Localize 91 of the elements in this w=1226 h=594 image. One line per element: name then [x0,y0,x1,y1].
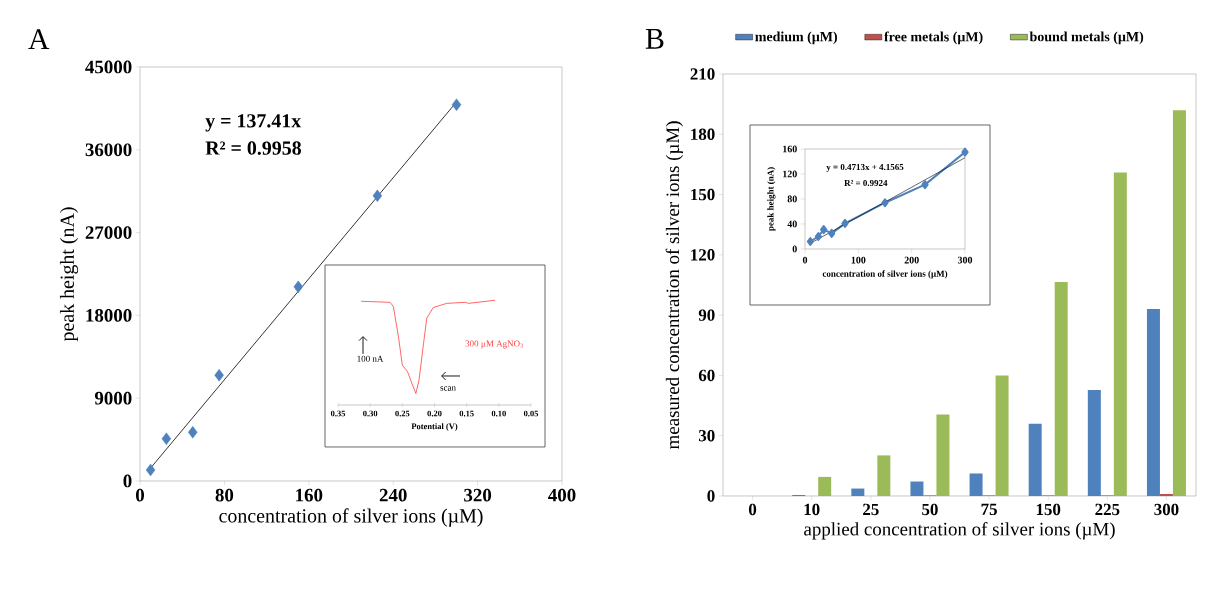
y-tick-label: 9000 [94,391,132,405]
point [828,228,836,238]
x-axis-title: Potential (V) [411,423,458,431]
x-tick-label: 160 [296,488,323,502]
x-axis-title: concentration of silver ions (µM) [219,508,483,527]
x-tick-label: 50 [922,503,938,516]
annotation: y = 137.41x [205,114,302,132]
y-tick-label: 27000 [85,226,132,239]
bar [1113,172,1127,496]
x-tick-label: 0.25 [395,410,410,417]
point [820,225,828,235]
annotation: 100 nA [357,355,384,362]
x-tick-label: 0.30 [363,410,378,417]
bar [910,481,924,496]
point [451,98,462,111]
point [806,236,814,246]
y-tick-label: 45000 [85,60,132,74]
y-tick-label: 90 [698,309,715,321]
x-tick-label: 0.05 [523,410,539,417]
annotation: scan [440,386,456,391]
y-tick-label: 36000 [85,143,132,157]
y-tick-label: 160 [783,145,797,153]
x-tick-label: 400 [548,488,576,502]
y-tick-label: 60 [698,369,715,382]
bar [1028,423,1042,496]
legend-label: free metals (µM) [884,31,983,45]
bar [1054,281,1068,496]
y-tick-label: 180 [691,128,715,140]
y-tick-label: 120 [783,170,797,178]
x-tick-label: 240 [379,488,407,502]
chart-title: A [28,29,50,49]
y-tick-label: 0 [792,245,797,253]
x-tick-label: 80 [215,488,234,502]
y-axis-title: peak height (nA) [767,167,776,232]
x-tick-label: 0.20 [427,410,442,417]
bar [1146,309,1160,496]
y-axis-title: measured concentration of silver ions (µM) [665,121,683,450]
y-tick-label: 150 [691,188,715,201]
legend-label: medium (µM) [755,31,837,45]
point [161,432,172,445]
bar [1172,110,1186,496]
bar [1159,493,1173,496]
y-tick-label: 30 [698,429,715,442]
y-tick-label: 120 [691,249,715,261]
point [188,426,198,439]
annotation: 300 µM AgNO$_{3}$ [465,340,523,349]
bar [936,414,950,496]
point [372,189,383,202]
x-tick-label: 0.10 [491,410,506,417]
x-tick-label: 10 [804,503,820,516]
x-axis-title: concentration of silver ions (µM) [822,270,948,279]
x-tick-label: 25 [863,503,879,516]
x-tick-label: 75 [981,503,997,516]
bar [969,473,983,496]
x-tick-label: 225 [1095,503,1120,516]
y-tick-label: 210 [690,68,715,80]
bar [877,455,891,496]
x-tick-label: 0 [136,488,145,502]
chart-title: B [645,29,664,49]
y-axis-title: peak height (nA) [59,207,79,342]
point [145,463,156,477]
x-tick-label: 320 [464,488,492,502]
point [293,280,303,294]
bar [851,488,865,496]
bar [995,375,1009,496]
bar [818,476,832,496]
y-tick-label: 80 [787,195,797,203]
point [881,198,889,208]
y-tick-label: 18000 [86,309,132,322]
point [841,218,849,228]
point [814,231,822,241]
point [921,180,929,190]
x-tick-label: 100 [851,256,866,264]
x-axis-title: applied concentration of silver ions (µM) [804,522,1115,540]
x-tick-label: 300 [957,256,973,264]
bar [1087,389,1101,496]
legend-label: bound metals (µM) [1029,31,1144,45]
x-tick-label: 0 [748,503,757,516]
annotation: y = 0.4713x + 4.1565 [826,164,904,172]
annotation: R² = 0.9924 [844,179,888,187]
x-tick-label: 0.35 [330,410,346,417]
y-tick-label: 40 [787,220,797,228]
y-tick-label: 0 [123,474,132,488]
x-tick-label: 300 [1154,503,1179,516]
x-tick-label: 200 [904,256,919,264]
x-tick-label: 0 [802,256,808,264]
x-tick-label: 150 [1036,503,1061,516]
x-tick-label: 0.15 [459,410,474,417]
point [961,147,969,157]
point [214,368,224,382]
annotation: R² = 0.9958 [205,141,301,155]
